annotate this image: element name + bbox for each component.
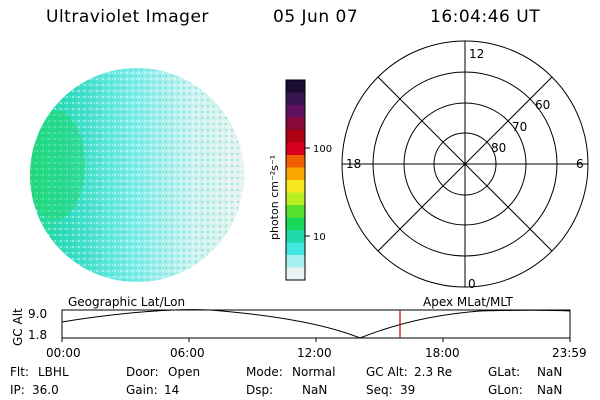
colorbar-segment [286,255,305,268]
gc-alt-key: GC Alt: [366,365,408,379]
polar-lat-label-70: 70 [512,120,527,134]
colorbar-segment [286,242,305,256]
altitude-x-ticks [61,338,571,342]
polar-mlt-label-6: 6 [576,157,584,171]
gain-value: 14 [164,383,180,397]
altitude-curve [61,309,571,339]
disk-speckle [30,68,244,282]
glat-value: NaN [537,365,563,379]
colorbar-segment [286,267,305,281]
xtick-1200: 12:00 [297,346,332,360]
gc-alt-value: 2.3 Re [414,365,453,379]
glon-key: GLon: [488,383,523,397]
colorbar-segment [286,142,305,156]
time-label: 16:04:46 UT [430,7,541,27]
altitude-plot-frame [61,309,571,339]
colorbar-tick-label-10: 10 [313,232,326,243]
colorbar-segment [286,92,305,106]
xtick-2359: 23:59 [552,346,587,360]
ytick-1.8: 1.8 [28,328,47,342]
ip-value: 36.0 [32,383,59,397]
flt-value: LBHL [38,365,69,379]
polar-mlt-label-12: 12 [469,47,484,61]
glon-value: NaN [537,383,563,397]
door-value: Open [168,365,201,379]
colorbar-segment [286,192,305,206]
disk-bright-region [30,110,85,220]
dsp-value: NaN [302,383,328,397]
colorbar-segment [286,205,305,218]
colorbar-segment [286,230,305,243]
seq-value: 39 [400,383,416,397]
door-key: Door: [126,365,159,379]
colorbar-segment [286,155,305,168]
date-label: 05 Jun 07 [273,7,359,27]
polar-grid [341,40,589,288]
polar-mlt-label-0: 0 [468,277,476,291]
gain-key: Gain: [126,383,158,397]
geographic-label: Geographic Lat/Lon [68,295,185,309]
mode-key: Mode: [246,365,283,379]
colorbar-segment [286,217,305,231]
colorbar-tick-label-100: 100 [313,144,332,155]
ytick-9: 9.0 [28,307,47,321]
colorbar-segment [286,130,305,143]
mode-value: Normal [292,365,336,379]
polar-diagonal-2 [377,76,553,252]
colorbar-segment [286,180,305,193]
instrument-title: Ultraviolet Imager [46,7,209,27]
apex-label: Apex MLat/MLT [423,295,513,309]
color-bar [286,80,305,281]
seq-key: Seq: [366,383,393,397]
polar-lat-label-60: 60 [535,98,550,112]
colorbar-segment [286,80,305,93]
glat-key: GLat: [488,365,521,379]
colorbar-segment [286,105,305,118]
colorbar-segment [286,167,305,181]
altitude-ylabel: GC Alt [11,308,25,346]
colorbar-segment [286,117,305,131]
colorbar-frame [285,79,306,281]
xtick-0600: 06:00 [170,346,205,360]
uv-disk-image [30,68,244,282]
dsp-key: Dsp: [246,383,274,397]
xtick-1800: 18:00 [425,346,460,360]
colorbar-unit-label: photon cm⁻²s⁻¹ [268,155,281,240]
xtick-0000: 00:00 [46,346,81,360]
polar-mlt-label-18: 18 [346,157,361,171]
ip-key: IP: [10,383,25,397]
polar-lat-label-80: 80 [491,141,506,155]
flt-key: Flt: [10,365,29,379]
